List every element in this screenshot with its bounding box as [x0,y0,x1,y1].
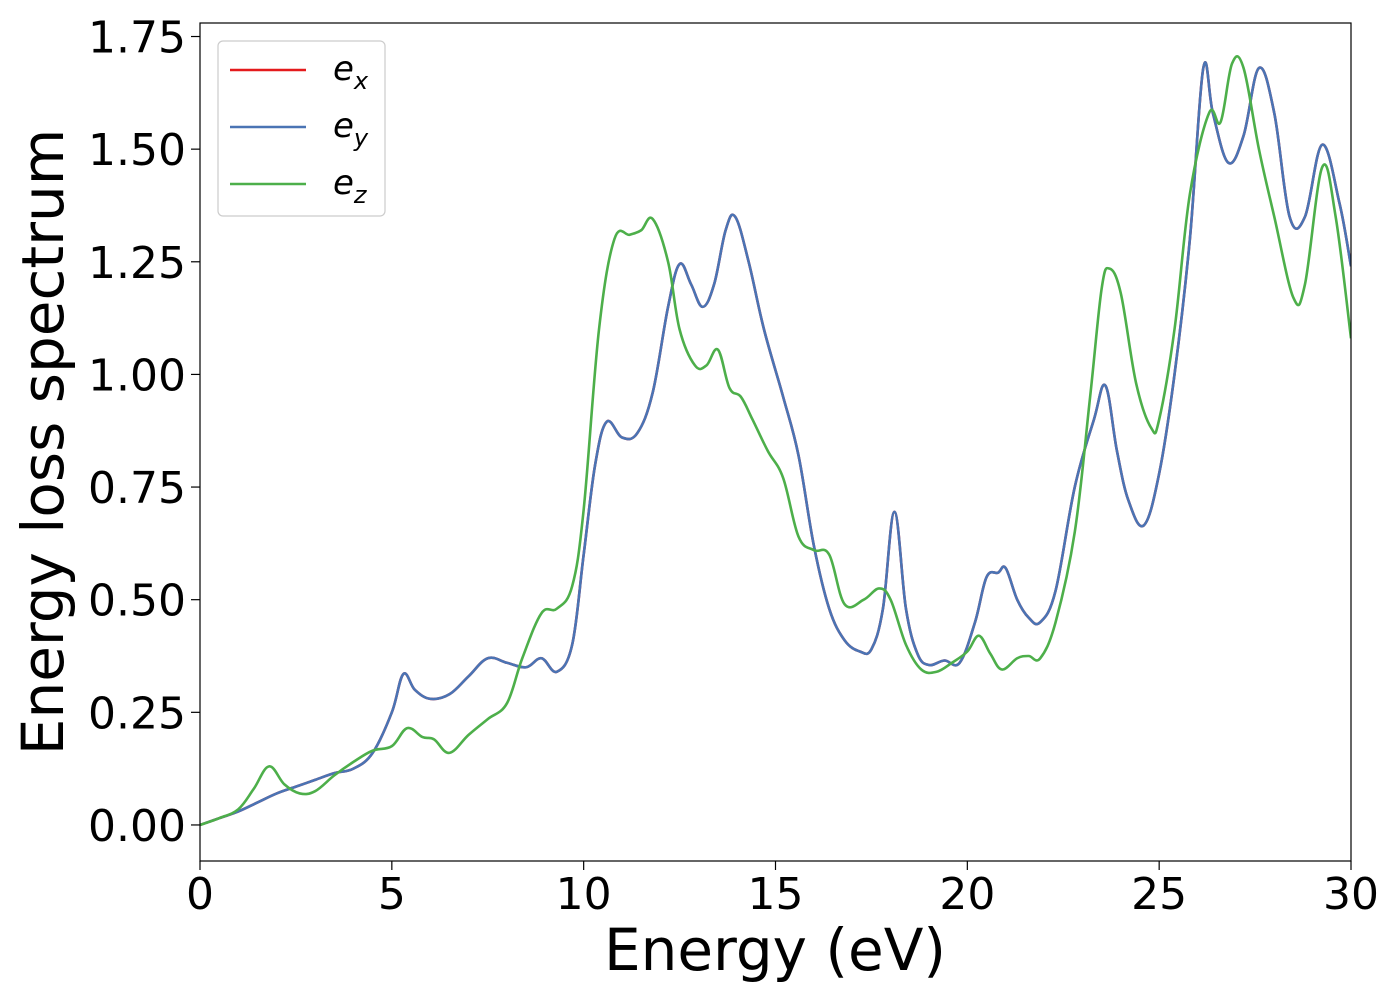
x-axis: 0 5 10 15 20 25 30 [186,861,1379,920]
x-tick-label: 30 [1323,869,1379,920]
x-tick-label: 10 [556,869,612,920]
y-tick-label: 1.25 [88,238,186,289]
series-layer [200,55,1351,827]
x-tick-label: 20 [939,869,995,920]
legend: ex ey ez [217,40,386,217]
y-tick-label: 0.00 [88,801,186,852]
x-tick-label: 15 [748,869,804,920]
y-axis: 0.00 0.25 0.50 0.75 1.00 1.25 1.50 1.75 [88,13,200,852]
y-tick-label: 0.75 [88,463,186,514]
legend-label-e-x: ex [333,49,369,95]
x-tick-label: 5 [378,869,406,920]
y-tick-label: 0.50 [88,576,186,627]
series-line-e-z [200,55,1351,827]
y-tick-label: 0.25 [88,688,186,739]
legend-label-e-z: ez [333,163,368,209]
legend-frame [217,40,386,217]
y-axis-label: Energy loss spectrum [9,129,77,755]
x-axis-label: Energy (eV) [604,916,946,984]
y-tick-label: 1.75 [88,13,186,64]
series-line-e-y [200,61,1351,827]
x-tick-label: 0 [186,869,214,920]
y-tick-label: 1.00 [88,350,186,401]
x-tick-label: 25 [1131,869,1187,920]
legend-label-e-y: ey [333,106,369,152]
y-tick-label: 1.50 [88,125,186,176]
